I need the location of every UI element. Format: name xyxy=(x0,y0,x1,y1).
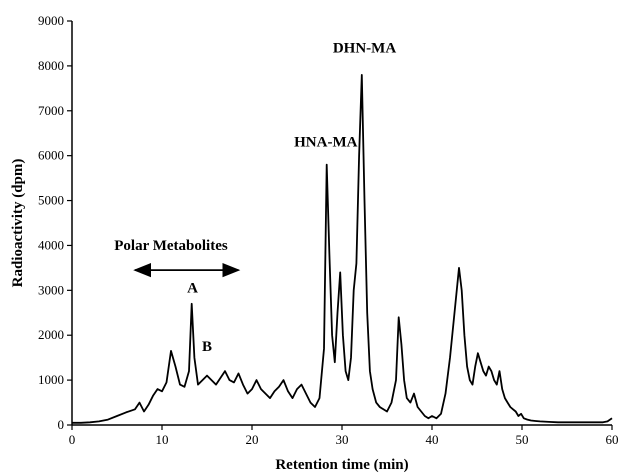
y-tick-label: 7000 xyxy=(38,103,64,118)
y-tick-label: 1000 xyxy=(38,372,64,387)
y-tick-label: 9000 xyxy=(38,13,64,28)
y-tick-label: 4000 xyxy=(38,237,64,252)
y-tick-label: 0 xyxy=(58,417,65,432)
x-axis-title: Retention time (min) xyxy=(275,457,408,473)
annotation-label: A xyxy=(187,281,198,297)
x-tick-label: 60 xyxy=(606,432,619,447)
series-line xyxy=(72,74,613,424)
y-tick-label: 8000 xyxy=(38,58,64,73)
y-tick-label: 2000 xyxy=(38,327,64,342)
y-axis-title: Radioactivity (dpm) xyxy=(10,159,26,288)
x-tick-label: 30 xyxy=(336,432,349,447)
axes: 0 10 20 30 40 50 60 0 1000 2000 3000 4000 5000 6000 7… xyxy=(38,13,619,447)
annotation-label: B xyxy=(202,339,212,355)
x-tick-label: 10 xyxy=(156,432,169,447)
x-tick-label: 50 xyxy=(516,432,529,447)
x-tick-label: 0 xyxy=(69,432,76,447)
y-tick-label: 3000 xyxy=(38,282,64,297)
y-tick-label: 6000 xyxy=(38,148,64,163)
annotation-label: HNA-MA xyxy=(294,135,357,151)
x-tick-label: 20 xyxy=(246,432,259,447)
y-ticks: 0 1000 2000 3000 4000 5000 6000 7000 8000 9000 xyxy=(38,13,72,432)
x-tick-label: 40 xyxy=(426,432,439,447)
annotation-label: Polar Metabolites xyxy=(114,238,228,254)
x-ticks: 0 10 20 30 40 50 60 xyxy=(69,425,619,447)
annotation-label: DHN-MA xyxy=(333,40,396,56)
annotations: DHN-MA HNA-MA Polar Metabolites A B xyxy=(114,40,396,355)
y-tick-label: 5000 xyxy=(38,193,64,208)
